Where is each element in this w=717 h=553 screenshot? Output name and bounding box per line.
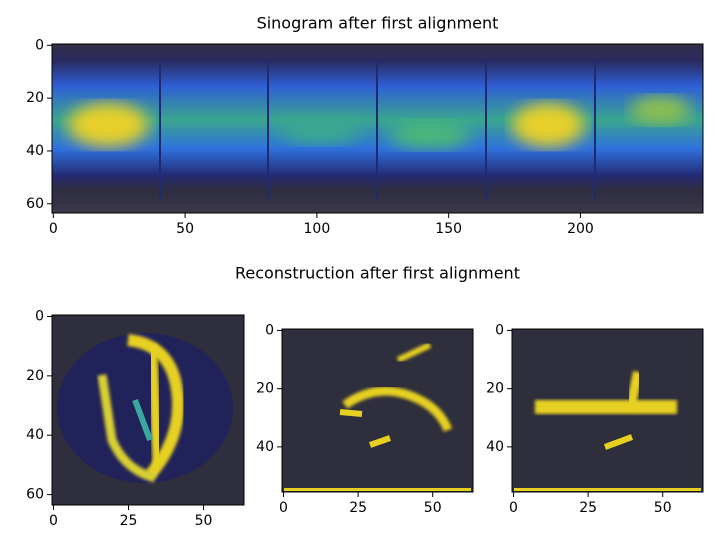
y-tick-label: 60 [26,196,44,212]
x-tick-label: 0 [509,500,518,516]
y-tick-label: 40 [26,143,44,159]
y-tick-label: 20 [26,368,44,384]
reconstruction-image [512,329,703,492]
reconstruction-image [52,315,244,505]
y-tick-label: 40 [486,439,504,455]
y-tick-label: 40 [26,427,44,443]
sinogram-image [52,44,703,213]
x-tick-label: 0 [279,500,288,516]
y-tick-label: 0 [495,322,504,338]
y-tick-label: 0 [265,322,274,338]
y-tick-label: 20 [486,381,504,397]
x-tick-label: 25 [579,500,597,516]
x-tick-label: 50 [424,500,442,516]
x-tick-label: 0 [49,221,58,237]
axes-frame [51,43,704,214]
y-tick-label: 20 [256,381,274,397]
axes-frame [281,328,474,493]
y-tick-label: 60 [26,487,44,503]
x-tick-label: 0 [49,513,58,529]
x-tick-label: 100 [304,221,331,237]
x-tick-label: 25 [349,500,367,516]
y-tick-label: 40 [256,439,274,455]
x-tick-label: 50 [654,500,672,516]
x-tick-label: 25 [120,513,138,529]
x-tick-label: 50 [195,513,213,529]
y-tick-label: 20 [26,90,44,106]
axes-frame [51,314,245,506]
reconstruction-image [282,329,473,492]
x-tick-label: 50 [176,221,194,237]
x-tick-label: 150 [435,221,462,237]
chart-title: Reconstruction after first alignment [235,264,520,283]
y-tick-label: 0 [35,37,44,53]
x-tick-label: 200 [567,221,594,237]
chart-title: Sinogram after first alignment [257,14,499,33]
axes-frame [511,328,704,493]
y-tick-label: 0 [35,308,44,324]
